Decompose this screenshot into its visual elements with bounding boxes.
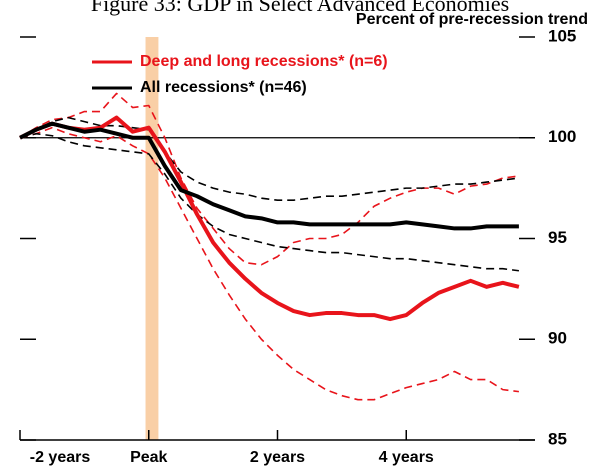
band-line — [19, 116, 520, 202]
band-line — [19, 126, 520, 401]
band-line — [19, 92, 520, 266]
y-tick-label: 90 — [548, 329, 567, 348]
highlight-band — [145, 37, 159, 440]
chart-title: Figure 33: GDP in Select Advanced Econom… — [91, 0, 509, 16]
x-tick-label: 4 years — [379, 449, 434, 466]
y-tick-label: 85 — [548, 429, 567, 448]
band-line — [19, 132, 520, 272]
series-line — [19, 121, 519, 231]
chart-subtitle: Percent of pre-recession trend — [356, 11, 588, 28]
x-tick-label: Peak — [130, 449, 167, 466]
y-tick-label: 105 — [548, 26, 576, 45]
x-tick-label: 2 years — [250, 449, 305, 466]
legend-label: Deep and long recessions* (n=6) — [140, 53, 388, 70]
y-tick-label: 100 — [548, 127, 576, 146]
x-tick-label: -2 years — [30, 449, 91, 466]
legend-label: All recessions* (n=46) — [140, 79, 307, 96]
series-line — [19, 115, 520, 322]
y-tick-label: 95 — [548, 228, 567, 247]
